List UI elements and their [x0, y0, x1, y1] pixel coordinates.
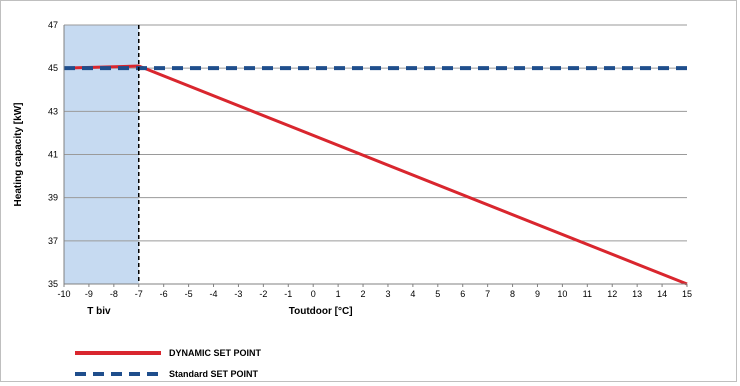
x-tick-label: 10: [557, 289, 567, 299]
x-tick-label: 3: [385, 289, 390, 299]
y-tick-label: 47: [48, 20, 58, 30]
bivalent-label: T biv: [87, 306, 111, 317]
x-tick-label: 9: [535, 289, 540, 299]
y-tick-label: 45: [48, 63, 58, 73]
x-tick-label: 12: [607, 289, 617, 299]
x-axis-label: Toutdoor [°C]: [289, 306, 353, 317]
x-tick-label: 8: [510, 289, 515, 299]
y-axis-label: Heating capacity [kW]: [13, 103, 24, 207]
x-tick-label: 4: [410, 289, 415, 299]
y-tick-labels: 35 37 39 41 43 45 47: [48, 20, 58, 289]
x-tick-labels: -10 -9 -8 -7 -6 -5 -4 -3 -2 -1 0 1 2 3 4 5 6 7 8 9 10 11 12 13 1…: [57, 284, 692, 299]
x-tick-label: -8: [110, 289, 118, 299]
x-tick-label: 5: [435, 289, 440, 299]
legend-label: DYNAMIC SET POINT: [169, 348, 262, 358]
x-tick-label: -9: [85, 289, 93, 299]
x-tick-label: -5: [185, 289, 193, 299]
x-tick-label: -6: [160, 289, 168, 299]
y-tick-label: 41: [48, 150, 58, 160]
x-tick-label: 14: [657, 289, 667, 299]
y-tick-label: 43: [48, 106, 58, 116]
legend: DYNAMIC SET POINT Standard SET POINT: [75, 348, 262, 379]
y-tick-label: 35: [48, 279, 58, 289]
x-tick-label: 15: [682, 289, 692, 299]
legend-label: Standard SET POINT: [169, 369, 259, 379]
x-tick-label: -2: [259, 289, 267, 299]
x-tick-label: -3: [234, 289, 242, 299]
x-tick-label: 2: [361, 289, 366, 299]
y-tick-label: 39: [48, 193, 58, 203]
x-tick-label: -1: [284, 289, 292, 299]
series-group: [63, 64, 688, 286]
x-tick-label: -4: [210, 289, 218, 299]
x-tick-label: 1: [336, 289, 341, 299]
x-tick-label: 0: [311, 289, 316, 299]
y-tick-label: 37: [48, 236, 58, 246]
x-tick-label: -7: [135, 289, 143, 299]
x-tick-label: 7: [485, 289, 490, 299]
x-tick-label: 6: [460, 289, 465, 299]
x-tick-label: 13: [632, 289, 642, 299]
x-tick-label: 11: [583, 289, 592, 299]
x-tick-label: -10: [57, 289, 70, 299]
